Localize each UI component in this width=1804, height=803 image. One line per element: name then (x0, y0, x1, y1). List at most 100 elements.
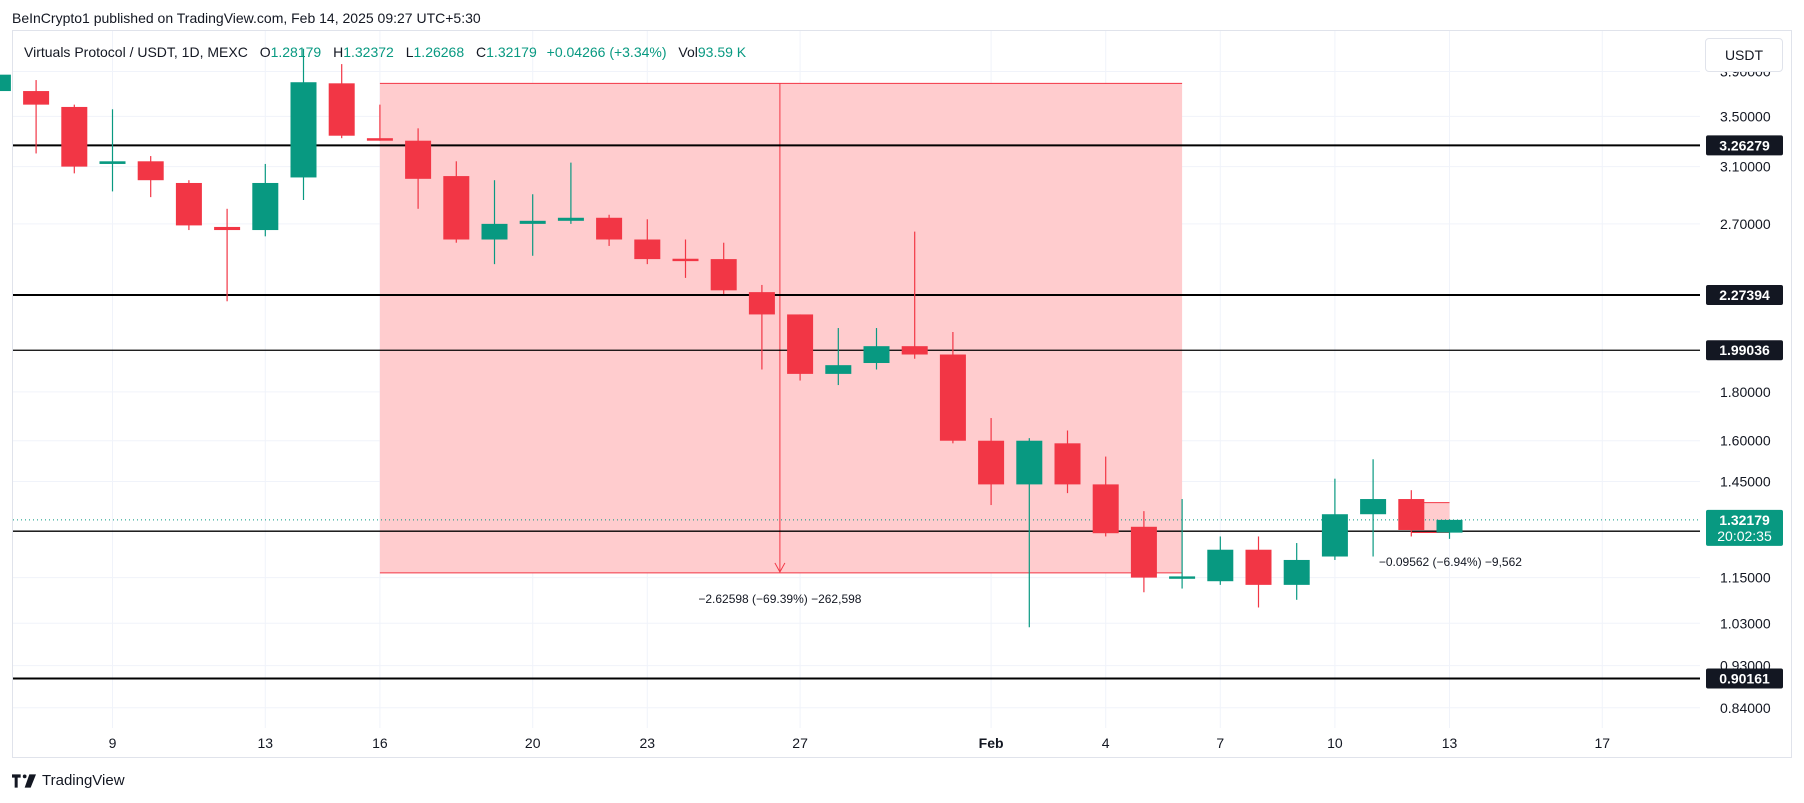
candle-body (634, 239, 661, 260)
countdown-label: 20:02:35 (1717, 528, 1772, 544)
candle-body (672, 258, 699, 262)
x-tick-label: 9 (109, 735, 117, 751)
low-label: L (405, 44, 414, 60)
candle (366, 104, 393, 141)
candle-body (1054, 443, 1081, 485)
x-tick-label: 4 (1102, 735, 1110, 751)
tradingview-logo-icon (12, 773, 36, 788)
candle-body (1283, 559, 1310, 585)
candle (978, 418, 1005, 506)
level-price-tag (1706, 285, 1783, 306)
candle (1016, 438, 1043, 628)
measure-label: −2.62598 (−69.39%) −262,598 (698, 592, 861, 606)
x-tick-label: 17 (1595, 735, 1611, 751)
x-tick-label: 13 (1442, 735, 1458, 751)
level-price-label: 2.27394 (1719, 287, 1770, 303)
x-tick-label: 27 (792, 735, 808, 751)
x-tick-label: Feb (979, 735, 1004, 751)
candle-body (901, 346, 928, 355)
x-tick-label: 20 (525, 735, 541, 751)
candle (0, 74, 11, 92)
change-value: +0.04266 (+3.34%) (546, 44, 667, 60)
candle (1130, 511, 1157, 593)
candle-body (0, 74, 11, 92)
candle (748, 284, 775, 370)
candle-body (1169, 576, 1196, 579)
low-value: 1.26268 (413, 44, 465, 60)
candle (557, 162, 584, 224)
candle-body (596, 217, 623, 240)
candle (1092, 456, 1119, 537)
y-tick-label: 1.15000 (1720, 570, 1771, 586)
candle (1360, 459, 1387, 557)
open-label: O (259, 44, 271, 60)
candle (787, 314, 814, 381)
candle (939, 331, 966, 444)
candle-body (175, 182, 202, 226)
y-tick-label: 3.50000 (1720, 108, 1771, 124)
candle (252, 163, 279, 237)
level-price-label: 1.99036 (1719, 342, 1770, 358)
published-caption: BeInCrypto1 published on TradingView.com… (12, 10, 481, 26)
y-tick-label: 3.10000 (1720, 159, 1771, 175)
candle-body (61, 106, 88, 167)
candle-body (1130, 526, 1157, 578)
level-price-label: 3.26279 (1719, 137, 1770, 153)
candle (1398, 490, 1425, 537)
candle-body (23, 91, 50, 105)
level-price-tag (1706, 135, 1783, 156)
candle-body (290, 82, 317, 178)
y-tick-label: 2.70000 (1720, 216, 1771, 232)
y-tick-label: 1.03000 (1720, 615, 1771, 631)
candle-body (787, 314, 814, 374)
candle-body (99, 161, 126, 164)
candle (175, 180, 202, 231)
candle-body (1321, 514, 1348, 557)
candle (1321, 478, 1348, 560)
open-value: 1.28179 (270, 44, 322, 60)
candle-body (137, 161, 164, 181)
candle (61, 104, 88, 174)
close-label: C (476, 44, 487, 60)
chart-frame (12, 30, 1792, 758)
candles-layer (0, 48, 1463, 628)
level-price-tag (1706, 668, 1783, 689)
candle-body (1016, 440, 1043, 485)
candle-body (1436, 519, 1463, 533)
candle (634, 219, 661, 265)
candle (214, 208, 241, 302)
candle (1436, 519, 1463, 539)
candle-body (214, 226, 241, 231)
candle (1054, 430, 1081, 494)
level-lines-layer (13, 144, 1700, 680)
last-price-label: 1.32179 (1719, 512, 1770, 528)
candle (1245, 536, 1272, 608)
measure-zone (379, 83, 1183, 573)
candle-body (1398, 499, 1425, 530)
high-label: H (333, 44, 344, 60)
candle-body (978, 440, 1005, 485)
candle-body (710, 259, 737, 291)
candle-body (443, 176, 470, 240)
candle (481, 180, 508, 265)
footer-brand: TradingView (42, 772, 125, 789)
candle (405, 128, 432, 209)
candle-body (252, 182, 279, 231)
candle (99, 109, 126, 192)
volume-label: Vol (678, 44, 698, 60)
candle-body (328, 83, 355, 136)
candle (825, 328, 852, 386)
candle (863, 328, 890, 370)
candle-body (481, 223, 508, 240)
y-tick-label: 1.80000 (1720, 384, 1771, 400)
candle (328, 64, 355, 139)
candle (443, 161, 470, 243)
currency-button[interactable]: USDT (1705, 38, 1783, 72)
candle (137, 156, 164, 198)
candle-body (748, 292, 775, 315)
candle (710, 242, 737, 294)
volume-value: 93.59 K (697, 44, 747, 60)
measure-arrow-head (774, 562, 786, 573)
level-price-tag (1706, 340, 1783, 361)
